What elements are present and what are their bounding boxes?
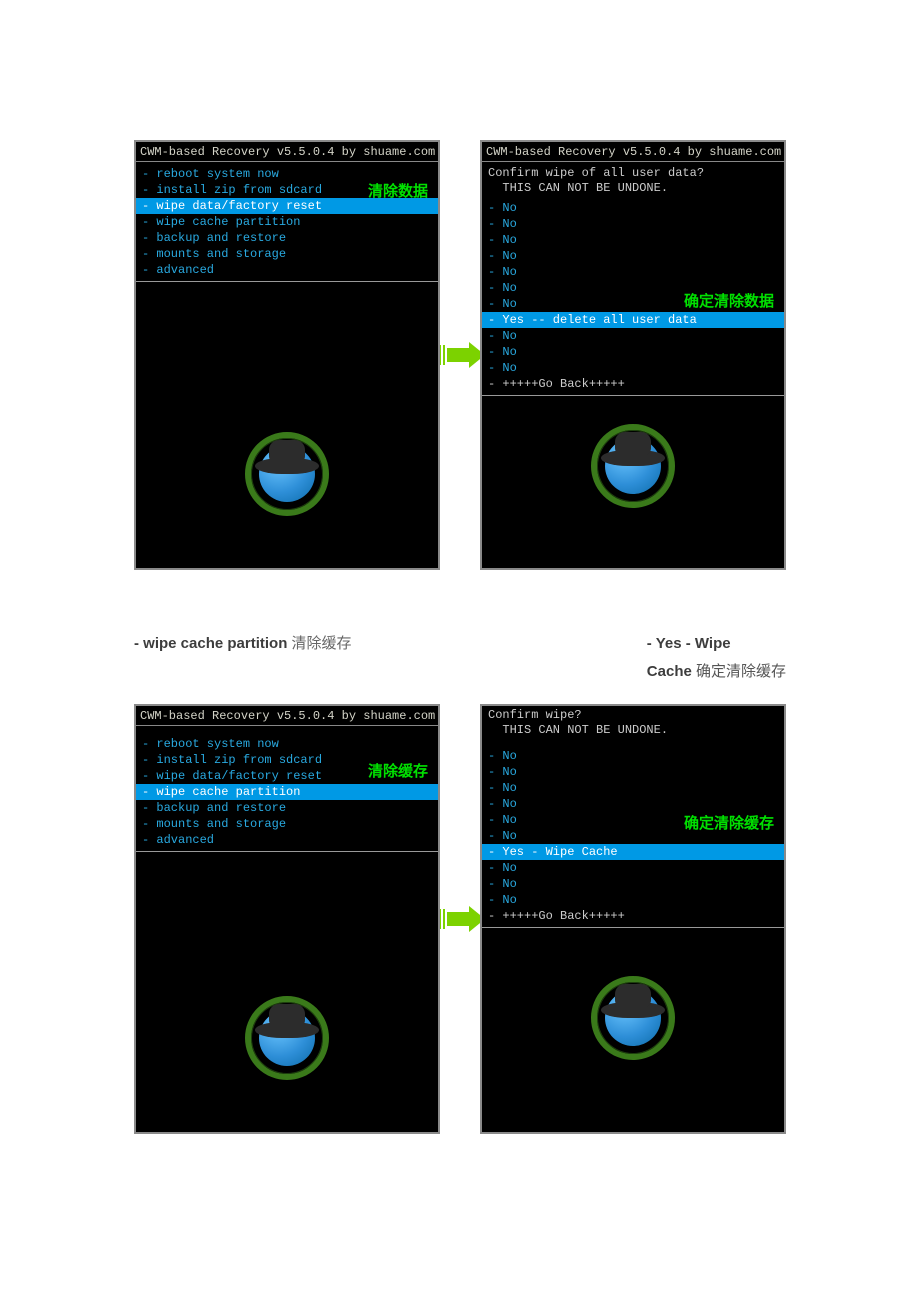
overlay-clear-cache: 清除缓存	[368, 764, 428, 780]
cwm-logo	[136, 996, 438, 1080]
tutorial-row-1: CWM-based Recovery v5.5.0.4 by shuame.co…	[0, 140, 920, 570]
caption-right-cn: 确定清除缓存	[692, 663, 786, 680]
menu-item[interactable]: - No	[482, 796, 784, 812]
menu-divider	[482, 927, 784, 928]
menu-divider	[136, 851, 438, 852]
menu-item[interactable]: - No	[482, 216, 784, 232]
caption-right-bold-2: Cache	[647, 663, 692, 680]
menu-item-selected[interactable]: - Yes -- delete all user data	[482, 312, 784, 328]
menu-item[interactable]: - No	[482, 360, 784, 376]
menu-item-selected[interactable]: - wipe cache partition	[136, 784, 438, 800]
screen-confirm-wipe-cache: Confirm wipe? THIS CAN NOT BE UNDONE. 确定…	[480, 704, 786, 1134]
caption-right-bold: - Yes - Wipe	[647, 635, 731, 652]
tutorial-row-2: CWM-based Recovery v5.5.0.4 by shuame.co…	[0, 704, 920, 1134]
confirm-line-2: THIS CAN NOT BE UNDONE.	[488, 181, 778, 196]
menu-body: Confirm wipe? THIS CAN NOT BE UNDONE. 确定…	[482, 706, 784, 928]
menu-item[interactable]: - advanced	[136, 262, 438, 278]
menu-body: 清除缓存 - reboot system now- install zip fr…	[136, 726, 438, 852]
confirm-line-1: Confirm wipe of all user data?	[488, 166, 778, 181]
overlay-confirm-clear-data: 确定清除数据	[684, 294, 774, 310]
arrow-icon	[440, 342, 480, 368]
recovery-title: CWM-based Recovery v5.5.0.4 by shuame.co…	[136, 706, 438, 726]
recovery-title: CWM-based Recovery v5.5.0.4 by shuame.co…	[482, 142, 784, 162]
menu-divider	[482, 395, 784, 396]
recovery-title: CWM-based Recovery v5.5.0.4 by shuame.co…	[136, 142, 438, 162]
go-back-item[interactable]: - +++++Go Back+++++	[482, 376, 784, 392]
confirm-message: Confirm wipe of all user data? THIS CAN …	[482, 166, 784, 200]
caption-right: - Yes - Wipe Cache 确定清除缓存	[647, 630, 786, 686]
menu-divider	[136, 281, 438, 282]
confirm-message: Confirm wipe? THIS CAN NOT BE UNDONE.	[482, 708, 784, 742]
menu-item[interactable]: - backup and restore	[136, 800, 438, 816]
menu-body: 清除数据 - reboot system now- install zip fr…	[136, 162, 438, 282]
menu-item[interactable]: - No	[482, 264, 784, 280]
menu-item[interactable]: - No	[482, 764, 784, 780]
overlay-clear-data: 清除数据	[368, 184, 428, 200]
menu-item-selected[interactable]: - wipe data/factory reset	[136, 198, 438, 214]
go-back-item[interactable]: - +++++Go Back+++++	[482, 908, 784, 924]
menu-item-selected[interactable]: - Yes - Wipe Cache	[482, 844, 784, 860]
caption-left-bold: - wipe cache partition	[134, 635, 287, 652]
menu-item[interactable]: - No	[482, 344, 784, 360]
menu-item[interactable]: - No	[482, 860, 784, 876]
caption-left: - wipe cache partition 清除缓存	[134, 630, 352, 686]
menu-item[interactable]: - reboot system now	[136, 166, 438, 182]
caption-left-cn: 清除缓存	[287, 635, 351, 652]
caption-text: - wipe cache partition 清除缓存 - Yes - Wipe…	[0, 594, 920, 704]
menu-item[interactable]: - No	[482, 328, 784, 344]
menu-item[interactable]: - reboot system now	[136, 736, 438, 752]
cwm-logo	[136, 432, 438, 516]
confirm-line-1: Confirm wipe?	[488, 708, 778, 723]
menu-item[interactable]: - mounts and storage	[136, 246, 438, 262]
screen-main-menu-wipe-cache: CWM-based Recovery v5.5.0.4 by shuame.co…	[134, 704, 440, 1134]
menu-item[interactable]: - No	[482, 232, 784, 248]
confirm-line-2: THIS CAN NOT BE UNDONE.	[488, 723, 778, 738]
menu-item[interactable]: - No	[482, 748, 784, 764]
overlay-confirm-clear-cache: 确定清除缓存	[684, 816, 774, 832]
cwm-logo	[482, 424, 784, 508]
menu-body: Confirm wipe of all user data? THIS CAN …	[482, 162, 784, 396]
menu-item[interactable]: - No	[482, 876, 784, 892]
menu-item[interactable]: - No	[482, 248, 784, 264]
screen-confirm-wipe-data: CWM-based Recovery v5.5.0.4 by shuame.co…	[480, 140, 786, 570]
screen-main-menu-wipe-data: CWM-based Recovery v5.5.0.4 by shuame.co…	[134, 140, 440, 570]
menu-item[interactable]: - No	[482, 200, 784, 216]
menu-item[interactable]: - advanced	[136, 832, 438, 848]
menu-item[interactable]: - No	[482, 892, 784, 908]
menu-item[interactable]: - No	[482, 780, 784, 796]
arrow-icon	[440, 906, 480, 932]
menu-item[interactable]: - mounts and storage	[136, 816, 438, 832]
cwm-logo	[482, 976, 784, 1060]
menu-item[interactable]: - backup and restore	[136, 230, 438, 246]
menu-item[interactable]: - wipe cache partition	[136, 214, 438, 230]
